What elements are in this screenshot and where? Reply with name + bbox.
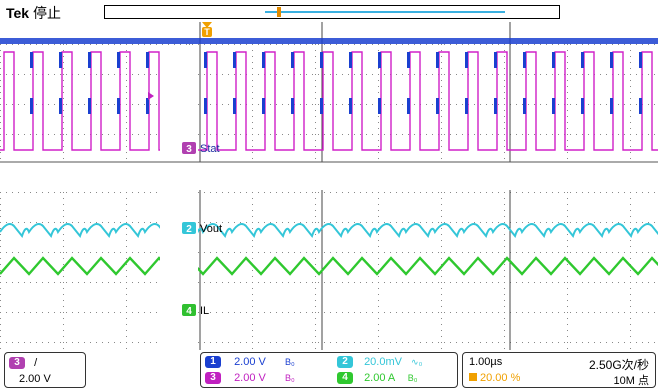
svg-text:3: 3 — [186, 144, 192, 155]
waveform-display[interactable]: T 3 Stat 2 Vout 4 IL — [0, 22, 658, 350]
trigger-level: 2.00 V — [19, 373, 51, 385]
ch2-coupling: ∿₀ — [411, 357, 423, 367]
ch1-coupling: B₀ — [284, 357, 295, 367]
ch2-badge: 2 — [337, 356, 353, 369]
ch3-badge: 3 — [205, 372, 221, 385]
zoom-separator — [0, 162, 658, 190]
ch3-coupling: B₀ — [284, 373, 295, 383]
svg-text:2: 2 — [186, 224, 192, 235]
ch2-label[interactable]: 2 Vout — [182, 222, 222, 235]
timebase-readout[interactable]: 1.00µs 2.50G次/秒 20.00 % 10M 点 — [462, 352, 656, 388]
ch4-coupling: B₀ — [407, 373, 418, 383]
ch1-waveform — [0, 38, 658, 114]
record-length: 10M 点 — [613, 375, 649, 387]
top-bar: Tek 停止 — [0, 0, 658, 22]
record-position: 20.00 % — [469, 372, 520, 384]
ch4-waveform — [0, 256, 658, 276]
record-position-marker[interactable] — [277, 7, 281, 17]
acquisition-state: 停止 — [32, 5, 61, 21]
zoom-gap — [160, 50, 198, 350]
ch3-ground-marker — [148, 92, 154, 100]
svg-text:T: T — [204, 27, 210, 37]
ch4-scale: 2.00 A — [364, 372, 395, 384]
svg-text:Stat: Stat — [200, 143, 220, 155]
record-overview-bar[interactable] — [104, 5, 560, 19]
svg-text:IL: IL — [200, 305, 209, 317]
svg-text:Vout: Vout — [200, 223, 222, 235]
trigger-source-badge: 3 — [9, 357, 25, 370]
ch4-label[interactable]: 4 IL — [182, 304, 209, 317]
ch3-waveform — [0, 51, 658, 151]
trigger-position-small-icon — [469, 373, 477, 381]
trigger-readout[interactable]: 3 / 2.00 V — [4, 352, 86, 388]
svg-text:4: 4 — [186, 306, 192, 317]
trigger-slope-icon: / — [34, 357, 38, 369]
status-bar: 3 / 2.00 V 1 2.00 V B₀ 2 20.0mV ∿₀ 3 2.0… — [0, 350, 658, 392]
channel-readout[interactable]: 1 2.00 V B₀ 2 20.0mV ∿₀ 3 2.00 V B₀ 4 2.… — [200, 352, 458, 388]
sample-rate: 2.50G次/秒 — [588, 358, 649, 372]
ch1-badge: 1 — [205, 356, 221, 369]
ch2-scale: 20.0mV — [364, 356, 402, 368]
trigger-position-icon[interactable]: T — [202, 22, 212, 37]
ch1-scale: 2.00 V — [234, 356, 266, 368]
timebase-scale: 1.00µs — [469, 356, 503, 368]
ch3-label[interactable]: 3 Stat — [182, 142, 220, 155]
instrument-brand: Tek 停止 — [6, 5, 61, 21]
ch3-scale: 2.00 V — [234, 372, 266, 384]
ch2-waveform — [0, 223, 658, 239]
record-view-window — [265, 11, 505, 13]
ch4-badge: 4 — [337, 372, 353, 385]
